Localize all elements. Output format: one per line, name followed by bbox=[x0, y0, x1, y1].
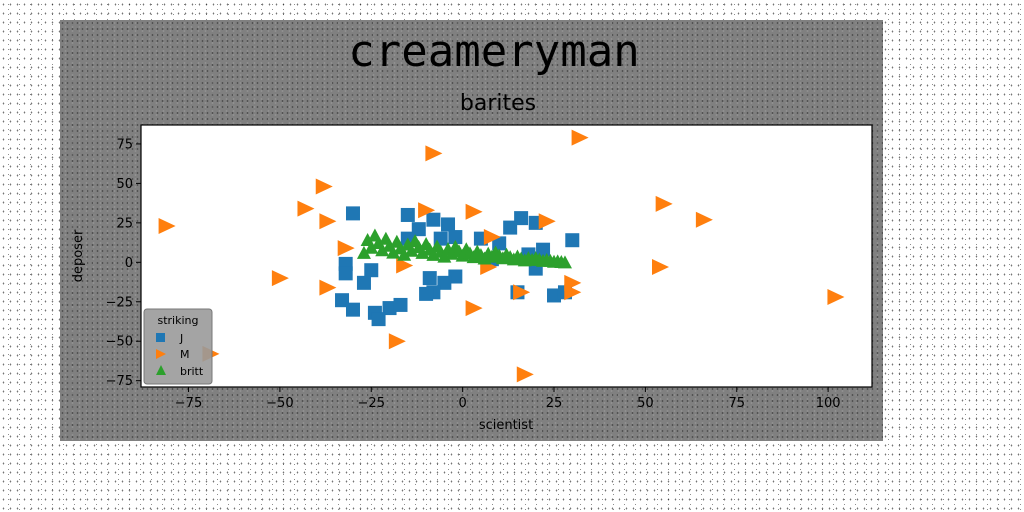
m-point bbox=[315, 178, 333, 195]
m-point bbox=[652, 259, 670, 276]
legend-marker-j bbox=[156, 333, 165, 342]
m-point bbox=[396, 257, 414, 274]
m-point bbox=[337, 240, 355, 257]
m-point bbox=[695, 211, 713, 228]
m-point bbox=[827, 289, 845, 306]
britt-point bbox=[397, 247, 412, 261]
y-axis-ticks: 75 50 25 0 −25 −50 −75 bbox=[106, 137, 141, 389]
m-point bbox=[319, 213, 337, 230]
x-tick-label: 0 bbox=[458, 396, 466, 411]
scatter-chart: creameryman barites −75 −50 −25 0 25 50 75 100 … bbox=[71, 26, 873, 433]
britt-point bbox=[356, 245, 371, 259]
y-tick-label: −25 bbox=[106, 295, 133, 310]
m-point bbox=[465, 203, 483, 220]
j-point bbox=[400, 207, 415, 222]
j-point bbox=[426, 212, 441, 227]
j-point bbox=[448, 230, 463, 245]
y-tick-label: 25 bbox=[116, 216, 133, 231]
britt-point bbox=[386, 245, 401, 259]
figure-background: creameryman barites −75 −50 −25 0 25 50 75 100 … bbox=[60, 20, 883, 441]
m-point bbox=[388, 333, 406, 350]
britt-point bbox=[364, 240, 379, 254]
britt-point bbox=[375, 243, 390, 257]
x-tick-label: −75 bbox=[175, 396, 202, 411]
legend-label-j: J bbox=[179, 332, 183, 345]
m-point bbox=[571, 129, 589, 146]
x-tick-label: 100 bbox=[816, 396, 841, 411]
j-point bbox=[371, 312, 386, 327]
legend-label-m: M bbox=[180, 348, 190, 361]
m-point bbox=[564, 284, 582, 301]
j-point bbox=[565, 233, 580, 248]
x-axis-ticks: −75 −50 −25 0 25 50 75 100 bbox=[175, 387, 841, 411]
m-point bbox=[425, 145, 443, 162]
data-marks bbox=[158, 129, 845, 383]
m-point bbox=[158, 218, 176, 235]
m-point bbox=[465, 300, 483, 317]
j-point bbox=[547, 288, 562, 303]
x-axis-label: scientist bbox=[479, 418, 533, 433]
j-point bbox=[345, 302, 360, 317]
j-point bbox=[356, 275, 371, 290]
x-tick-label: 25 bbox=[546, 396, 563, 411]
y-tick-label: −75 bbox=[106, 374, 133, 389]
j-point bbox=[335, 293, 350, 308]
m-point bbox=[418, 202, 436, 219]
m-point bbox=[655, 195, 673, 212]
y-tick-label: 0 bbox=[125, 256, 133, 271]
j-point bbox=[448, 269, 463, 284]
j-point bbox=[364, 263, 379, 278]
m-point bbox=[319, 279, 337, 296]
britt-point bbox=[557, 255, 572, 269]
legend: striking J M britt bbox=[143, 308, 213, 385]
j-point bbox=[338, 266, 353, 281]
legend-marker-m bbox=[156, 349, 166, 359]
x-tick-label: 50 bbox=[637, 396, 654, 411]
y-tick-label: 75 bbox=[116, 137, 133, 152]
j-point bbox=[419, 286, 434, 301]
j-point bbox=[411, 222, 426, 237]
j-point bbox=[345, 206, 360, 221]
y-axis-label: deposer bbox=[71, 229, 86, 282]
britt-point bbox=[404, 243, 419, 257]
j-point bbox=[393, 297, 408, 312]
j-point bbox=[503, 220, 518, 235]
m-point bbox=[513, 284, 531, 301]
y-tick-label: −50 bbox=[106, 335, 133, 350]
j-point bbox=[422, 271, 437, 286]
x-tick-label: −50 bbox=[266, 396, 293, 411]
legend-marker-britt bbox=[156, 365, 166, 375]
j-point bbox=[514, 211, 529, 226]
legend-title: striking bbox=[157, 314, 198, 327]
y-tick-label: 50 bbox=[116, 177, 133, 192]
j-point bbox=[437, 275, 452, 290]
x-tick-label: −25 bbox=[358, 396, 385, 411]
m-point bbox=[516, 366, 534, 383]
m-point bbox=[483, 229, 501, 246]
legend-label-britt: britt bbox=[180, 365, 204, 378]
britt-point bbox=[415, 245, 430, 259]
m-point bbox=[271, 270, 289, 287]
chart-title: creameryman bbox=[348, 26, 639, 77]
m-point bbox=[538, 213, 556, 230]
x-tick-label: 75 bbox=[728, 396, 745, 411]
m-point bbox=[297, 200, 315, 217]
j-point bbox=[441, 217, 456, 232]
j-point bbox=[382, 301, 397, 316]
chart-subtitle: barites bbox=[460, 91, 536, 116]
